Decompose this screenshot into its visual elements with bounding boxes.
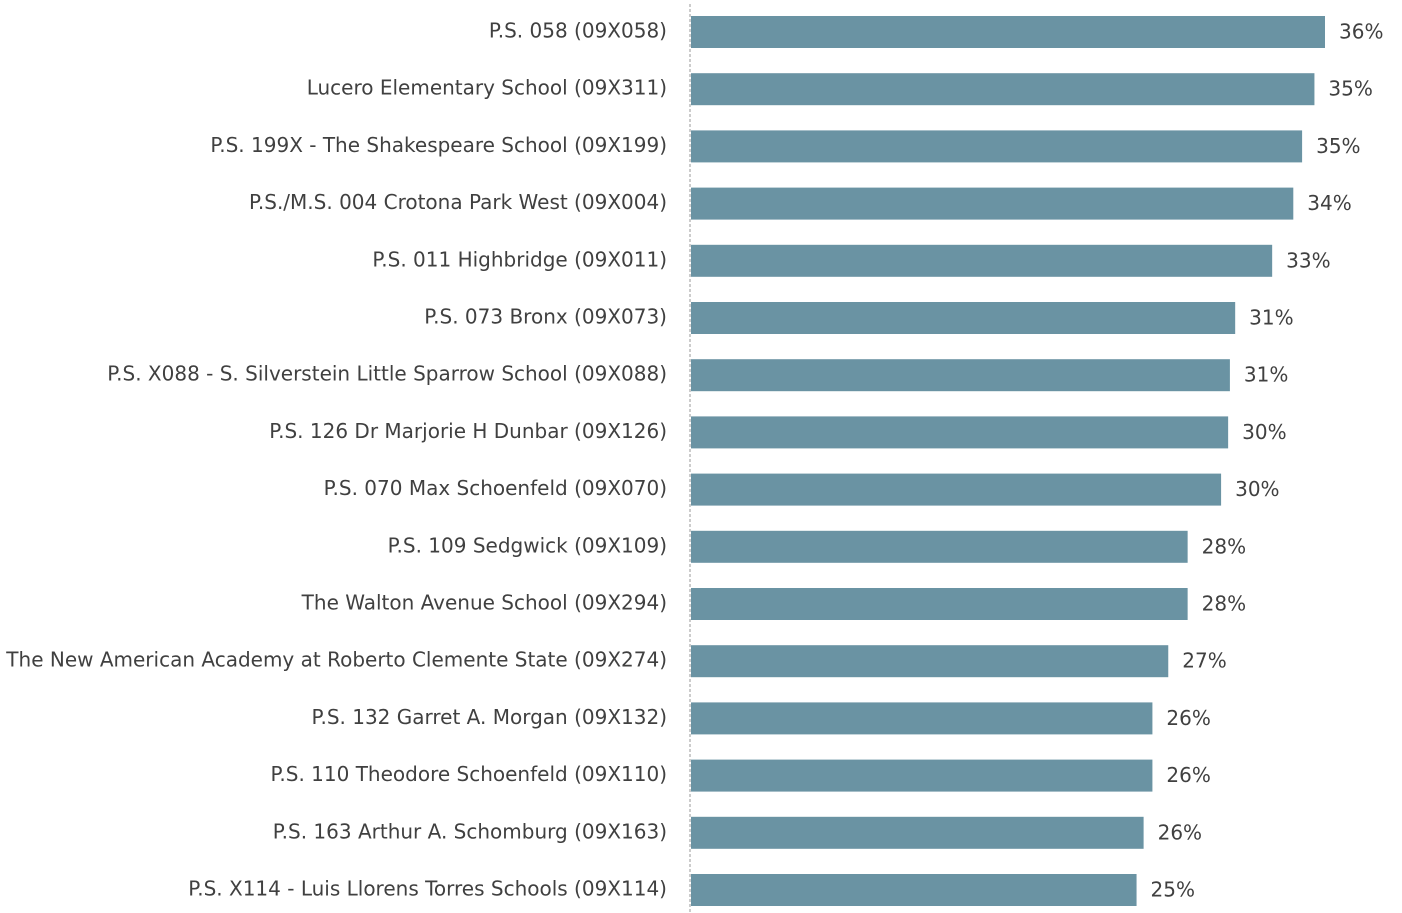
bar — [691, 759, 1153, 792]
data-label: 30% — [1235, 477, 1279, 501]
bar — [691, 187, 1294, 220]
bar — [691, 588, 1188, 620]
category-label: P.S./M.S. 004 Crotona Park West (09X004) — [249, 190, 667, 214]
category-label: P.S. X114 - Luis Llorens Torres Schools … — [188, 877, 667, 901]
category-label: P.S. 073 Bronx (09X073) — [424, 305, 667, 329]
data-label: 33% — [1286, 248, 1330, 272]
category-label: P.S. 011 Highbridge (09X011) — [372, 247, 667, 271]
bar — [691, 816, 1144, 849]
category-label: Lucero Elementary School (09X311) — [307, 76, 667, 100]
bar — [691, 645, 1169, 678]
data-label: 26% — [1166, 763, 1210, 787]
category-label: P.S. 163 Arthur A. Schomburg (09X163) — [273, 819, 667, 843]
category-label: P.S. 110 Theodore Schoenfeld (09X110) — [270, 762, 667, 786]
bar — [691, 874, 1137, 906]
category-label: P.S. 058 (09X058) — [489, 19, 667, 43]
bar — [691, 16, 1325, 48]
data-label: 28% — [1202, 534, 1246, 558]
category-label: The Walton Avenue School (09X294) — [301, 591, 667, 615]
bar — [691, 244, 1273, 277]
data-label: 35% — [1316, 134, 1360, 158]
bar — [691, 359, 1230, 392]
bar — [691, 130, 1303, 163]
category-label: The New American Academy at Roberto Clem… — [5, 648, 667, 672]
category-label: P.S. 132 Garret A. Morgan (09X132) — [312, 705, 667, 729]
data-label: 34% — [1307, 191, 1351, 215]
data-label: 28% — [1202, 592, 1246, 616]
category-label: P.S. 199X - The Shakespeare School (09X1… — [210, 133, 667, 157]
category-label: P.S. 109 Sedgwick (09X109) — [388, 533, 667, 557]
data-label: 27% — [1182, 649, 1226, 673]
bar — [691, 473, 1222, 506]
category-label: P.S. 126 Dr Marjorie H Dunbar (09X126) — [269, 419, 667, 443]
data-label: 36% — [1339, 20, 1383, 44]
bar — [691, 73, 1315, 106]
category-label: P.S. 070 Max Schoenfeld (09X070) — [324, 476, 667, 500]
bar — [691, 702, 1153, 735]
data-label: 30% — [1242, 420, 1286, 444]
bar — [691, 416, 1229, 449]
category-label: P.S. X088 - S. Silverstein Little Sparro… — [107, 362, 667, 386]
data-label: 31% — [1249, 306, 1293, 330]
bar — [691, 302, 1236, 334]
data-label: 31% — [1244, 363, 1288, 387]
data-label: 25% — [1151, 878, 1195, 902]
data-label: 26% — [1158, 820, 1202, 844]
bar — [691, 530, 1188, 563]
data-label: 35% — [1328, 77, 1372, 101]
data-label: 26% — [1166, 706, 1210, 730]
